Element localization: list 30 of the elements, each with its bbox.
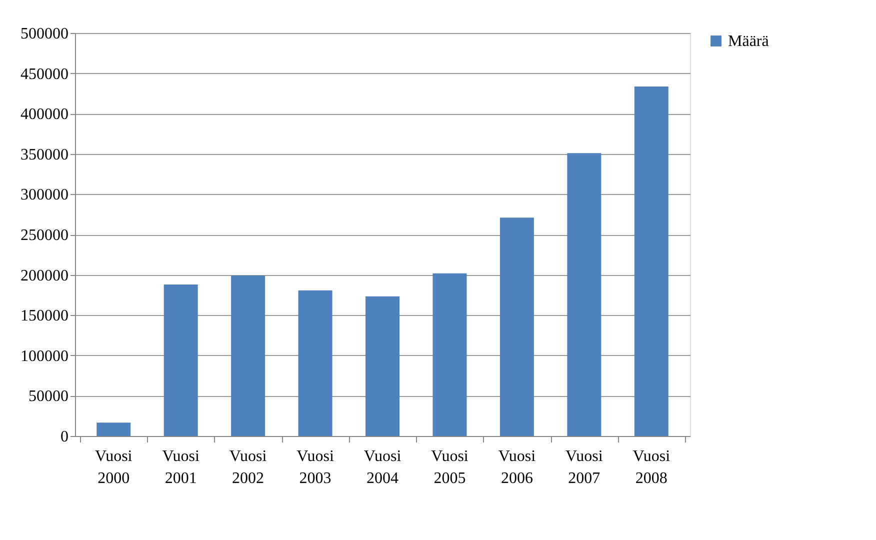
y-tick-label: 400000 [20, 106, 68, 124]
x-tick-label: Vuosi 2004 [364, 448, 402, 487]
y-tick-label: 450000 [20, 66, 68, 83]
bar [164, 284, 198, 436]
bar [231, 276, 266, 436]
x-tick-label: Vuosi 2002 [229, 448, 268, 487]
y-tick-label: 250000 [20, 227, 68, 244]
bar [298, 290, 332, 436]
x-tick-label: Vuosi 2001 [162, 448, 200, 487]
bar [500, 218, 534, 436]
x-tick-label: Vuosi 2006 [498, 448, 536, 487]
y-tick-label: 500000 [20, 26, 68, 42]
x-tick-label: Vuosi 2008 [632, 448, 671, 487]
bar [366, 296, 400, 436]
x-tick-label: Vuosi 2003 [296, 448, 334, 487]
y-tick-label: 300000 [20, 186, 68, 204]
legend-label: Määrä [728, 33, 769, 50]
bar [96, 422, 131, 436]
y-tick-label: 150000 [20, 308, 68, 325]
bar [634, 86, 668, 436]
y-tick-label: 0 [60, 428, 68, 446]
x-tick-label: Vuosi 2000 [94, 448, 133, 487]
y-tick-label: 350000 [20, 146, 68, 164]
y-tick-label: 200000 [20, 267, 68, 284]
x-tick-label: Vuosi 2005 [431, 448, 469, 487]
y-tick-label: 100000 [20, 348, 68, 365]
y-tick-label: 50000 [28, 388, 68, 406]
x-tick-label: Vuosi 2007 [566, 448, 604, 487]
bar [567, 153, 602, 436]
bar [432, 273, 467, 436]
